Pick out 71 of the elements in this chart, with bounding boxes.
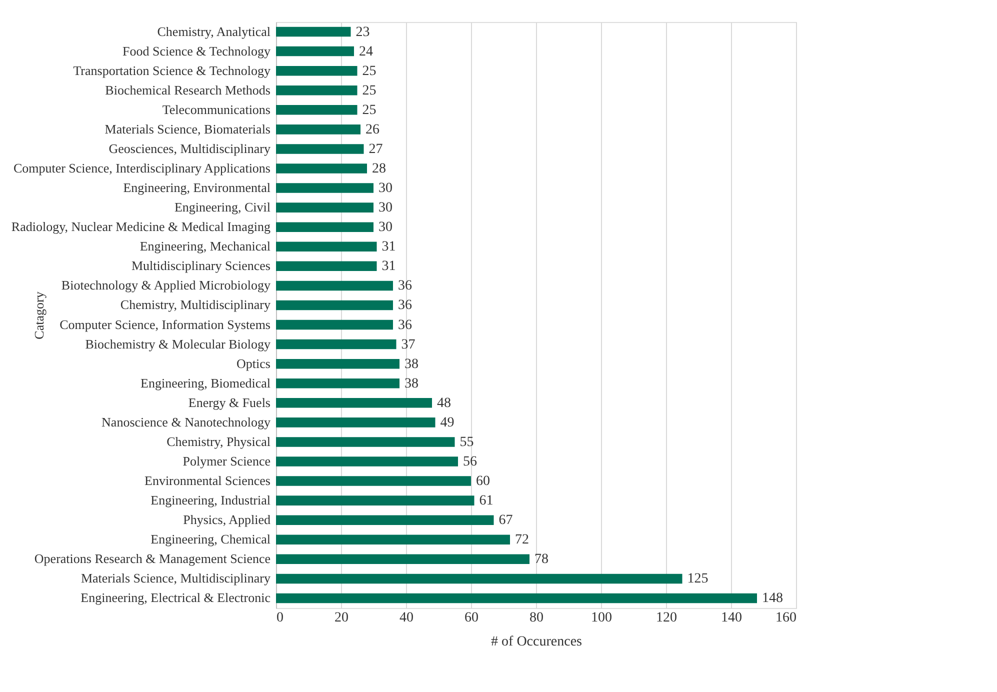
x-tick-label: 140 bbox=[721, 610, 742, 626]
y-tick-label: Geosciences, Multidisciplinary bbox=[108, 140, 271, 156]
y-tick-label: Biotechnology & Applied Microbiology bbox=[61, 278, 271, 293]
y-tick-label: Physics, Applied bbox=[183, 512, 271, 528]
data-label: 56 bbox=[463, 454, 477, 470]
y-tick-label: Optics bbox=[236, 356, 270, 371]
data-label: 28 bbox=[372, 162, 386, 176]
data-label: 25 bbox=[362, 64, 376, 79]
data-label: 49 bbox=[440, 415, 454, 430]
y-tick-label: Engineering, Biomedical bbox=[140, 375, 271, 390]
data-label: 67 bbox=[498, 513, 513, 528]
data-label: 60 bbox=[476, 474, 490, 490]
data-label: 23 bbox=[356, 24, 370, 40]
y-tick-label: Energy & Fuels bbox=[188, 394, 270, 410]
data-label: 125 bbox=[687, 572, 708, 587]
y-tick-label: Operations Research & Management Science bbox=[34, 551, 271, 566]
y-tick-label: Materials Science, Multidisciplinary bbox=[80, 570, 271, 586]
y-tick-label: Chemistry, Physical bbox=[166, 434, 271, 449]
y-tick-label: Computer Science, Interdisciplinary Applications bbox=[13, 160, 270, 176]
data-label: 24 bbox=[359, 44, 373, 60]
x-tick-label: 20 bbox=[334, 610, 348, 626]
data-label: 30 bbox=[378, 220, 392, 236]
y-tick-label: Biochemistry & Molecular Biology bbox=[85, 336, 271, 352]
x-tick-label: 40 bbox=[400, 610, 414, 626]
data-label: 38 bbox=[404, 376, 418, 392]
y-tick-label: Engineering, Industrial bbox=[150, 492, 271, 508]
y-tick-label: Environmental Sciences bbox=[144, 473, 270, 488]
y-tick-label: Engineering, Mechanical bbox=[140, 238, 271, 254]
x-tick-label: 80 bbox=[530, 610, 544, 626]
y-tick-label: Engineering, Electrical & Electronic bbox=[80, 590, 271, 606]
y-tick-label: Multidisciplinary Sciences bbox=[131, 258, 270, 274]
data-label: 30 bbox=[378, 181, 392, 196]
y-tick-label: Radiology, Nuclear Medicine & Medical Imaging bbox=[11, 219, 271, 234]
y-tick-label: Nanoscience & Nanotechnology bbox=[102, 414, 271, 430]
x-axis-title: # of Occurences bbox=[491, 634, 582, 650]
data-label: 48 bbox=[437, 396, 451, 411]
data-label: 25 bbox=[362, 83, 376, 98]
data-label: 30 bbox=[378, 200, 392, 216]
y-tick-label: Food Science & Technology bbox=[122, 43, 271, 58]
data-label: 72 bbox=[515, 532, 529, 548]
y-tick-label: Chemistry, Multidisciplinary bbox=[120, 297, 271, 312]
data-label: 26 bbox=[366, 122, 380, 138]
data-label: 78 bbox=[534, 552, 548, 568]
data-label: 37 bbox=[401, 337, 416, 352]
x-tick-label: 0 bbox=[276, 610, 284, 626]
y-tick-label: Engineering, Chemical bbox=[150, 532, 271, 547]
x-tick-label: 160 bbox=[776, 610, 796, 626]
x-tick-label: 100 bbox=[591, 610, 612, 626]
y-tick-label: Computer Science, Information Systems bbox=[60, 316, 270, 332]
y-tick-label: Biochemical Research Methods bbox=[105, 82, 270, 98]
data-label: 38 bbox=[404, 356, 418, 372]
y-tick-label: Transportation Science & Technology bbox=[73, 62, 271, 78]
data-label: 55 bbox=[460, 434, 474, 450]
y-axis-title: Catagory bbox=[32, 291, 46, 340]
x-tick-label: 60 bbox=[464, 610, 478, 626]
data-label: 36 bbox=[398, 298, 412, 314]
x-tick-label: 120 bbox=[656, 610, 677, 626]
y-tick-label: Materials Science, Biomaterials bbox=[104, 121, 270, 136]
y-tick-label: Engineering, Environmental bbox=[123, 180, 271, 196]
data-label: 31 bbox=[382, 240, 396, 255]
data-label: 61 bbox=[479, 494, 494, 509]
data-label: 25 bbox=[362, 102, 376, 118]
data-label: 148 bbox=[762, 591, 783, 606]
y-tick-label: Engineering, Civil bbox=[174, 200, 271, 215]
y-tick-label: Polymer Science bbox=[182, 454, 271, 468]
data-label: 31 bbox=[382, 259, 396, 274]
y-tick-label: Chemistry, Analytical bbox=[157, 24, 271, 39]
y-tick-label: Telecommunications bbox=[162, 102, 270, 117]
data-label: 27 bbox=[368, 142, 383, 157]
data-label: 36 bbox=[398, 318, 412, 333]
data-label: 36 bbox=[398, 278, 412, 294]
